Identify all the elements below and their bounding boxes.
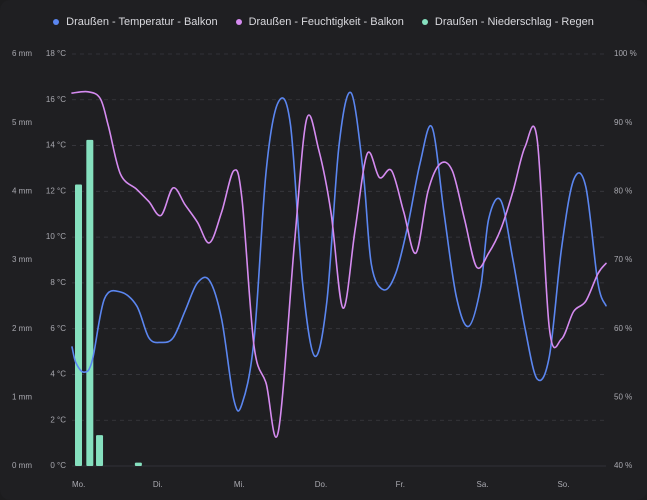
x-axis-tick: Mi. — [234, 480, 245, 489]
temperature-axis-tick: 8 °C — [50, 278, 66, 287]
rain-axis-tick: 0 mm — [12, 461, 32, 470]
x-axis: Mo. Di. Mi. Do. Fr. Sa. So. — [72, 480, 569, 489]
rain-bar[interactable] — [96, 435, 104, 466]
rain-bar[interactable] — [75, 184, 82, 466]
legend-dot-temperature — [53, 19, 60, 25]
temperature-axis-tick: 0 °C — [50, 461, 66, 470]
rain-axis-tick: 4 mm — [12, 186, 32, 195]
x-axis-tick: Mo. — [72, 480, 85, 489]
humidity-axis-tick: 100 % — [614, 49, 637, 58]
humidity-axis-tick: 50 % — [614, 392, 632, 401]
x-axis-tick: Sa. — [477, 480, 489, 489]
rain-axis-tick: 6 mm — [12, 49, 32, 58]
temperature-axis-tick: 10 °C — [46, 232, 66, 241]
legend-dot-rain — [421, 19, 428, 25]
grid-layer — [72, 53, 606, 467]
temperature-axis-tick: 4 °C — [50, 370, 66, 379]
legend-label-humidity: Draußen - Feuchtigkeit - Balkon — [248, 16, 404, 28]
rain-bar[interactable] — [134, 462, 142, 466]
temperature-axis-tick: 14 °C — [46, 141, 66, 150]
humidity-line[interactable] — [71, 90, 607, 438]
temperature-axis-tick: 16 °C — [46, 95, 66, 104]
rain-axis-tick: 1 mm — [12, 392, 32, 401]
humidity-axis-tick: 90 % — [614, 118, 632, 127]
legend-label-temperature: Draußen - Temperatur - Balkon — [66, 16, 218, 28]
temperature-axis-tick: 2 °C — [50, 415, 66, 424]
legend-label-rain: Draußen - Niederschlag - Regen — [434, 16, 594, 28]
legend-dot-humidity — [235, 19, 242, 25]
humidity-axis-tick: 70 % — [614, 255, 632, 264]
rain-bars — [75, 139, 142, 467]
chart-legend: Draußen - Temperatur - Balkon Draußen - … — [0, 16, 647, 28]
x-axis-tick: So. — [557, 480, 569, 489]
humidity-axis-tick: 40 % — [614, 461, 632, 470]
humidity-axis-tick: 80 % — [614, 186, 632, 195]
x-axis-tick: Di. — [153, 480, 163, 489]
rain-bar[interactable] — [86, 139, 94, 467]
temperature-line[interactable] — [71, 91, 607, 412]
legend-item-humidity[interactable]: Draußen - Feuchtigkeit - Balkon — [235, 16, 404, 28]
humidity-axis-tick: 60 % — [614, 324, 632, 333]
temperature-axis: 0 °C 2 °C 4 °C 6 °C 8 °C 10 °C 12 °C 14 °C 16 °C… — [46, 49, 66, 470]
rain-axis-tick: 3 mm — [12, 255, 32, 264]
rain-axis-tick: 5 mm — [12, 118, 32, 127]
legend-item-temperature[interactable]: Draußen - Temperatur - Balkon — [53, 16, 218, 28]
rain-axis-tick: 2 mm — [12, 324, 32, 333]
legend-item-rain[interactable]: Draußen - Niederschlag - Regen — [421, 16, 594, 28]
temperature-axis-tick: 6 °C — [50, 324, 66, 333]
temperature-axis-tick: 12 °C — [46, 186, 66, 195]
x-axis-tick: Do. — [315, 480, 327, 489]
rain-axis: 0 mm 1 mm 2 mm 3 mm 4 mm 5 mm 6 mm — [12, 49, 32, 470]
humidity-axis: 40 % 50 % 60 % 70 % 80 % 90 % 100 % — [614, 49, 637, 470]
x-axis-tick: Fr. — [396, 480, 405, 489]
temperature-axis-tick: 18 °C — [46, 49, 66, 58]
series-lines — [71, 90, 607, 438]
